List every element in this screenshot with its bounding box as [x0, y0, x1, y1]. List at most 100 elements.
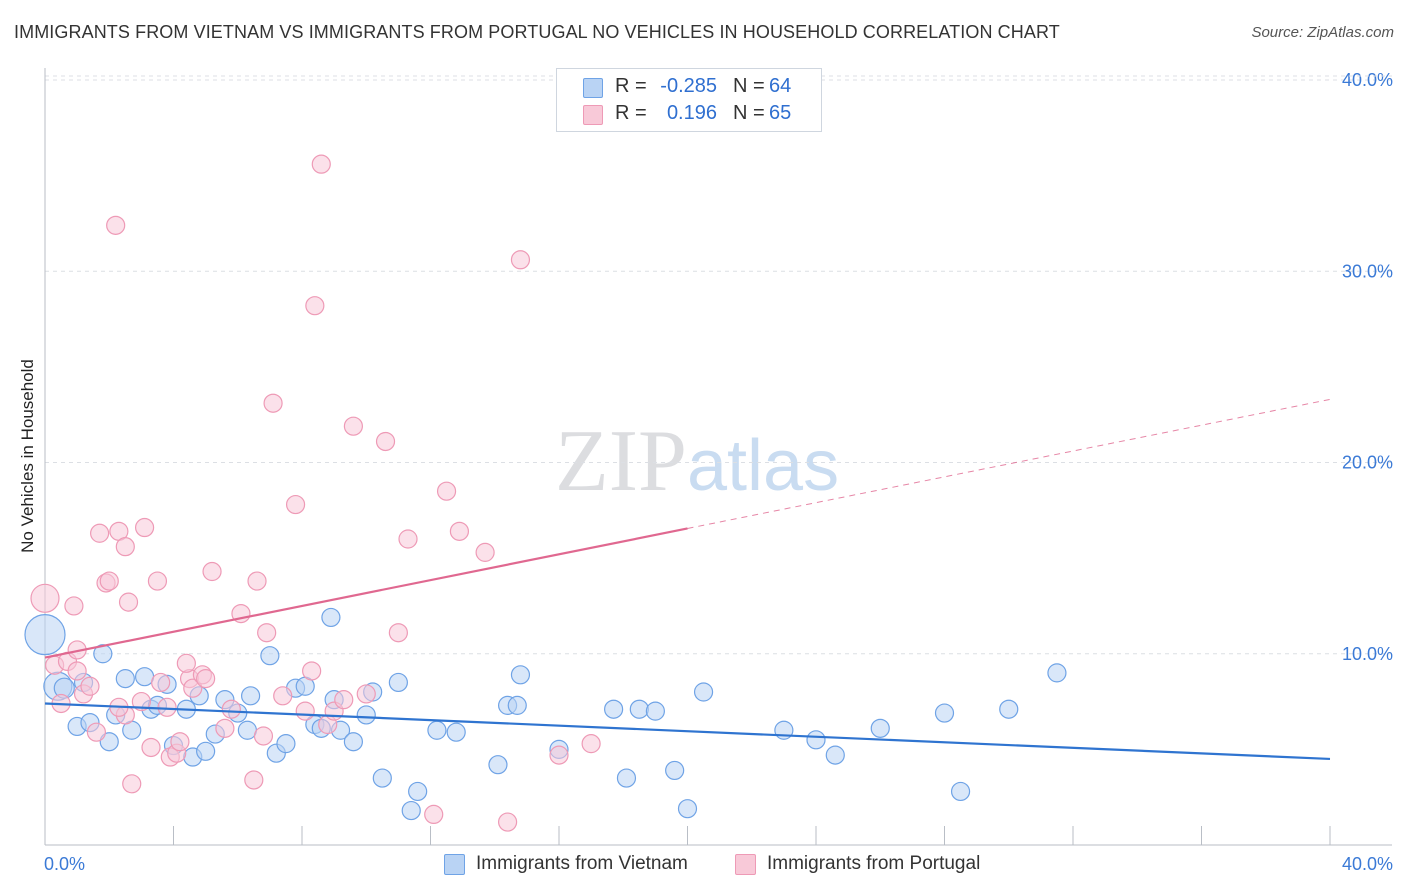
vietnam-point	[677, 799, 698, 819]
portugal-point	[157, 697, 177, 717]
portugal-point	[253, 726, 274, 746]
portugal-point	[196, 669, 216, 689]
vietnam-point	[645, 701, 665, 721]
vietnam-point	[241, 686, 261, 706]
portugal-point	[30, 583, 60, 613]
vietnam-point	[237, 720, 257, 740]
portugal-point	[302, 661, 322, 681]
portugal-point	[122, 774, 142, 794]
vietnam-point	[276, 734, 296, 754]
legend-vietnam-swatch	[444, 854, 465, 875]
portugal-point	[498, 812, 518, 832]
vietnam-point	[488, 755, 508, 775]
vietnam-n-value: 64	[769, 75, 792, 97]
vietnam-point	[134, 667, 155, 687]
vietnam-point	[507, 695, 527, 715]
portugal-point	[170, 732, 190, 752]
legend-portugal-swatch	[735, 854, 756, 875]
vietnam-point	[934, 703, 955, 723]
portugal-point	[215, 718, 235, 738]
vietnam-point	[99, 732, 119, 752]
portugal-point	[549, 745, 569, 765]
portugal-point	[311, 154, 331, 174]
vietnam-point	[388, 672, 408, 693]
portugal-point	[131, 691, 151, 712]
vietnam-point	[1047, 663, 1067, 683]
vietnam-point	[115, 669, 135, 689]
portugal-point	[273, 686, 293, 706]
vietnam-point	[806, 730, 826, 750]
portugal-point	[67, 661, 87, 681]
y-tick-label: 40.0%	[1342, 70, 1393, 90]
chart-source: Source: ZipAtlas.com	[1251, 24, 1394, 41]
x-tick-label: 40.0%	[1342, 854, 1393, 874]
vietnam-point	[825, 745, 845, 765]
portugal-point	[141, 737, 161, 758]
portugal-point	[343, 416, 363, 436]
y-tick-label: 10.0%	[1342, 644, 1393, 664]
portugal-point	[106, 215, 126, 235]
vietnam-r-value: -0.285	[660, 75, 717, 97]
portugal-point	[356, 684, 376, 704]
correlation-legend: R = -0.285 N = 64 R = 0.196 N = 65	[556, 68, 822, 132]
legend-vietnam-label: Immigrants from Vietnam	[476, 853, 688, 874]
chart-title: IMMIGRANTS FROM VIETNAM VS IMMIGRANTS FR…	[14, 22, 1060, 42]
portugal-point	[134, 517, 155, 538]
vietnam-point	[321, 607, 341, 628]
vietnam-point	[343, 732, 363, 752]
portugal-point	[257, 623, 277, 643]
vietnam-point	[950, 781, 971, 802]
portugal-point	[305, 296, 325, 316]
portugal-point	[151, 672, 171, 693]
vietnam-point	[372, 768, 392, 788]
vietnam-point	[510, 665, 531, 685]
portugal-point	[263, 393, 283, 413]
portugal-swatch	[583, 105, 603, 125]
portugal-point	[424, 804, 444, 825]
vietnam-point	[401, 800, 421, 821]
vietnam-n-label: N =	[733, 75, 765, 97]
vietnam-point	[196, 741, 216, 761]
legend-row-vietnam: R = -0.285 N = 64	[557, 75, 821, 103]
portugal-point	[221, 699, 241, 719]
portugal-point	[90, 523, 110, 543]
vietnam-point	[427, 720, 447, 740]
legend-row-portugal: R = 0.196 N = 65	[557, 102, 821, 130]
vietnam-point	[999, 699, 1019, 719]
portugal-point	[115, 537, 135, 557]
portugal-point	[334, 690, 354, 710]
portugal-point	[244, 770, 264, 790]
series-legend: Immigrants from Vietnam Immigrants from …	[0, 850, 1406, 878]
vietnam-point	[408, 781, 428, 802]
vietnam-point	[446, 722, 466, 742]
vietnam-point	[604, 699, 624, 719]
vietnam-point	[260, 646, 280, 666]
portugal-n-label: N =	[733, 102, 765, 124]
portugal-point	[449, 521, 470, 541]
portugal-point	[388, 623, 408, 643]
portugal-point	[581, 734, 601, 754]
vietnam-point	[629, 699, 649, 719]
vietnam-point	[665, 760, 685, 781]
portugal-point	[80, 676, 100, 696]
portugal-point	[436, 481, 457, 501]
portugal-point	[475, 542, 495, 562]
vietnam-r-label: R =	[615, 75, 647, 97]
portugal-r-label: R =	[615, 102, 647, 124]
vietnam-point	[93, 644, 113, 664]
vietnam-swatch	[583, 78, 603, 98]
portugal-point	[64, 596, 84, 616]
portugal-point	[510, 250, 531, 270]
portugal-point	[398, 529, 418, 549]
x-tick-label: 0.0%	[44, 854, 85, 874]
portugal-r-value: 0.196	[666, 102, 717, 124]
portugal-point	[375, 431, 396, 452]
portugal-n-value: 65	[769, 102, 792, 124]
y-tick-label: 30.0%	[1342, 261, 1393, 281]
portugal-trend-line	[44, 527, 688, 659]
portugal-point	[147, 571, 168, 591]
portugal-point	[99, 571, 119, 591]
vietnam-point	[616, 768, 637, 788]
portugal-point	[86, 722, 107, 742]
